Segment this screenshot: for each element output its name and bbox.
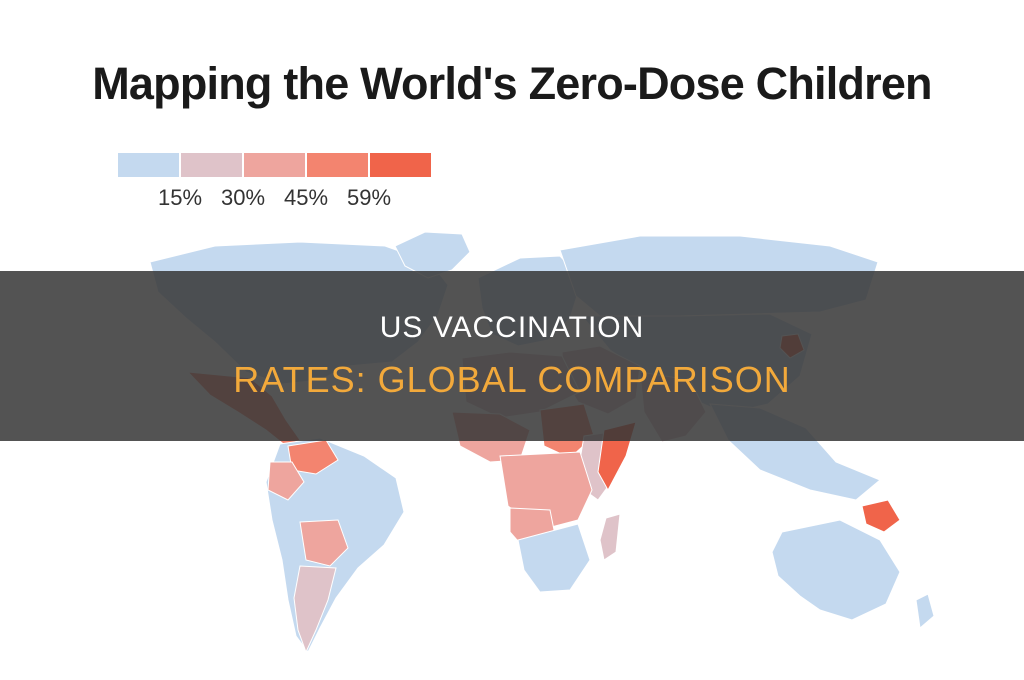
- region-madagascar: [599, 513, 621, 561]
- region-new-zealand: [915, 593, 935, 629]
- legend-label: 15%: [157, 185, 203, 210]
- legend-swatch: [118, 153, 179, 177]
- region-greenland: [394, 231, 471, 279]
- legend-swatch: [181, 153, 242, 177]
- title-banner: US VACCINATION RATES: GLOBAL COMPARISON: [0, 271, 1024, 441]
- banner-line-1: US VACCINATION: [379, 311, 645, 344]
- legend-label: 45%: [283, 185, 329, 210]
- legend-label: 59%: [346, 185, 392, 210]
- legend: 15% 30% 45% 59%: [118, 153, 431, 215]
- region-southern-africa: [517, 523, 591, 593]
- region-argentina: [293, 565, 337, 654]
- region-papua-new-guinea: [861, 499, 901, 533]
- legend-labels: 15% 30% 45% 59%: [118, 185, 431, 215]
- region-colombia: [267, 461, 305, 501]
- legend-swatches: [118, 153, 431, 177]
- map-title: Mapping the World's Zero-Dose Children: [92, 58, 932, 109]
- region-australia: [771, 519, 901, 621]
- legend-swatch: [370, 153, 431, 177]
- banner-line-2: RATES: GLOBAL COMPARISON: [233, 359, 791, 400]
- legend-swatch: [244, 153, 305, 177]
- legend-label: 30%: [220, 185, 266, 210]
- legend-swatch: [307, 153, 368, 177]
- region-bolivia-paraguay: [299, 519, 349, 567]
